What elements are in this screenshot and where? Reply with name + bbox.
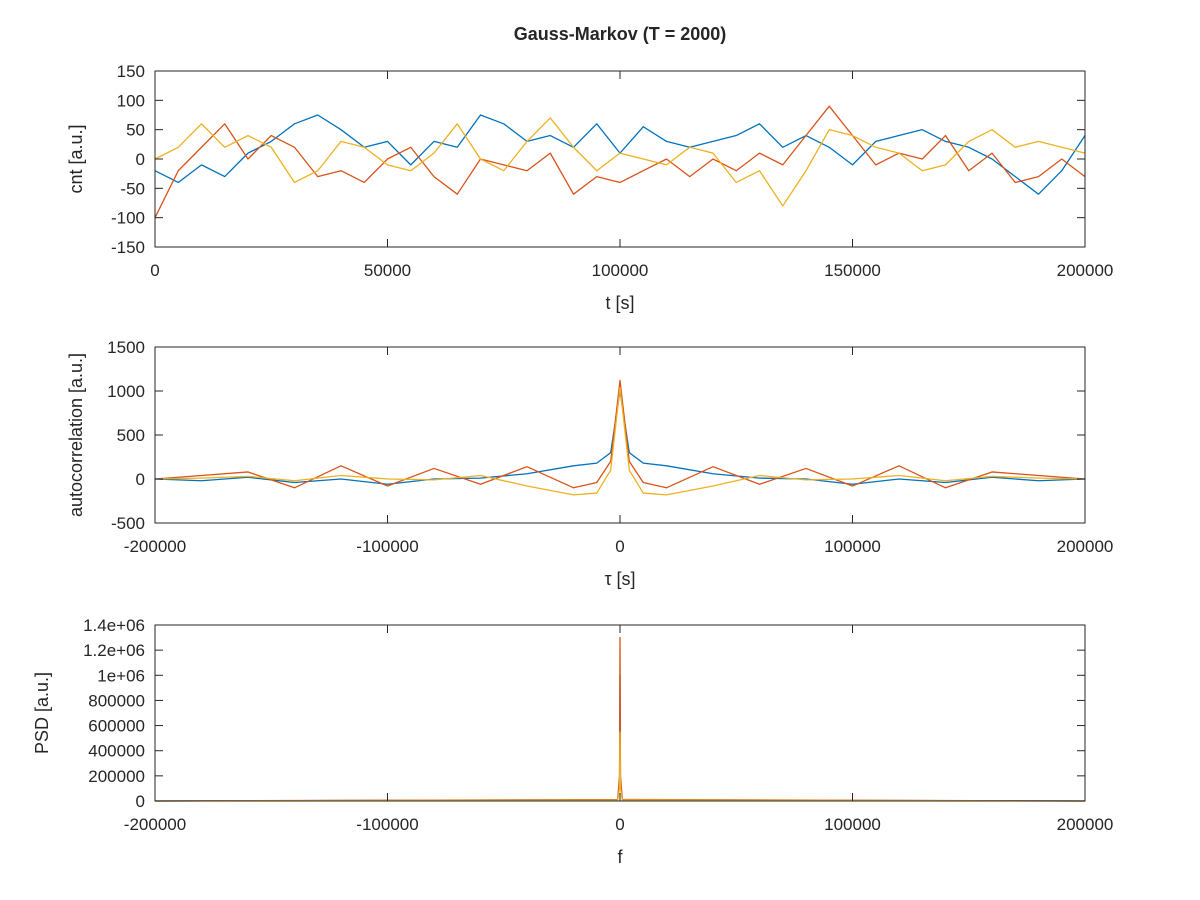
y-tick-label: 50 <box>126 121 145 140</box>
x-tick-label: 50000 <box>364 261 411 280</box>
figure-title: Gauss-Markov (T = 2000) <box>514 24 727 44</box>
x-axis-label: τ [s] <box>604 569 635 589</box>
x-axis-label: f <box>617 847 623 867</box>
y-tick-label: 200000 <box>88 767 145 786</box>
x-tick-label: 0 <box>615 815 624 834</box>
series-line-2 <box>154 379 1086 489</box>
x-tick-label: -100000 <box>356 537 418 556</box>
x-tick-label: -100000 <box>356 815 418 834</box>
y-axis-label: autocorrelation [a.u.] <box>66 353 86 517</box>
panel-time-series: 0 50000 100000 150000 200000 -150 -100 -50 0 50 10… <box>66 62 1113 313</box>
plot-area <box>155 71 1085 247</box>
panel-psd: -200000 -100000 0 100000 200000 0 200000 400000… <box>32 616 1113 867</box>
y-tick-label: 100 <box>117 91 145 110</box>
x-tick-label: 200000 <box>1057 261 1114 280</box>
y-tick-label: 150 <box>117 62 145 81</box>
y-tick-label: 800000 <box>88 691 145 710</box>
y-tick-label: -500 <box>111 514 145 533</box>
series-line-3 <box>154 117 1086 207</box>
x-tick-label: 200000 <box>1057 815 1114 834</box>
x-tick-label: 0 <box>615 537 624 556</box>
y-tick-label: -100 <box>111 209 145 228</box>
y-tick-label: 1000 <box>107 382 145 401</box>
y-tick-label: 1500 <box>107 338 145 357</box>
x-tick-label: 100000 <box>824 815 881 834</box>
x-tick-label: 0 <box>150 261 159 280</box>
y-tick-label: 1.2e+06 <box>83 641 145 660</box>
panel-autocorrelation: -200000 -100000 0 100000 200000 -500 0 500 1000 1… <box>66 338 1113 589</box>
x-tick-label: 100000 <box>824 537 881 556</box>
y-tick-label: -150 <box>111 238 145 257</box>
series-line-2 <box>154 105 1086 218</box>
y-axis-label: cnt [a.u.] <box>66 124 86 193</box>
x-tick-label: 150000 <box>824 261 881 280</box>
y-tick-label: 400000 <box>88 742 145 761</box>
y-tick-label: -50 <box>120 179 145 198</box>
x-tick-label: 200000 <box>1057 537 1114 556</box>
y-tick-label: 0 <box>136 470 145 489</box>
y-tick-label: 600000 <box>88 717 145 736</box>
y-tick-label: 500 <box>117 426 145 445</box>
x-tick-label: 100000 <box>592 261 649 280</box>
y-tick-label: 0 <box>136 150 145 169</box>
x-tick-label: -200000 <box>124 537 186 556</box>
series-line-3 <box>154 731 1086 802</box>
x-tick-label: -200000 <box>124 815 186 834</box>
y-tick-label: 1e+06 <box>97 666 145 685</box>
x-axis-label: t [s] <box>605 293 634 313</box>
y-axis-label: PSD [a.u.] <box>32 672 52 754</box>
series-line-3 <box>154 386 1086 496</box>
y-tick-label: 0 <box>136 792 145 811</box>
y-tick-label: 1.4e+06 <box>83 616 145 635</box>
plot-area <box>155 347 1085 523</box>
